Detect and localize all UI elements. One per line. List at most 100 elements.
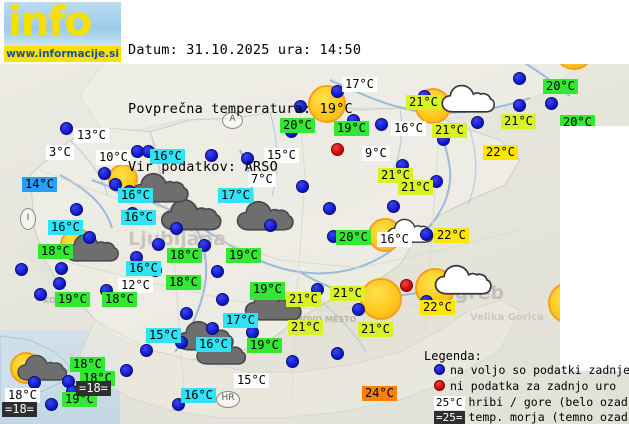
temperature-label: 21°C bbox=[406, 95, 441, 110]
logo-wordmark: info bbox=[8, 2, 92, 45]
legend-blue-dot-icon bbox=[434, 364, 445, 375]
temperature-label: 19°C bbox=[55, 292, 90, 307]
temperature-label: 14°C bbox=[22, 177, 57, 192]
station-dot-available[interactable] bbox=[387, 200, 400, 213]
temperature-label: 7°C bbox=[248, 172, 276, 187]
temperature-label: 19°C bbox=[247, 338, 282, 353]
temperature-label: 24°C bbox=[362, 386, 397, 401]
station-dot-available[interactable] bbox=[211, 265, 224, 278]
station-dot-available[interactable] bbox=[170, 222, 183, 235]
legend-row-text: ni podatka za zadnjo uro bbox=[450, 379, 617, 393]
header-average-temp-line: Povprečna temperatura: 19°C bbox=[128, 100, 353, 117]
legend-mountain-chip: 25°C bbox=[434, 396, 465, 410]
station-dot-available[interactable] bbox=[375, 118, 388, 131]
station-dot-available[interactable] bbox=[98, 167, 111, 180]
grey-cloud-icon bbox=[236, 200, 294, 236]
temperature-label: 10°C bbox=[96, 150, 131, 165]
temperature-label: 21°C bbox=[330, 286, 365, 301]
temperature-label: 18°C bbox=[5, 388, 40, 403]
temperature-label: 22°C bbox=[483, 145, 518, 160]
station-dot-available[interactable] bbox=[109, 178, 122, 191]
country-code-badge: I bbox=[20, 208, 36, 230]
temperature-label: 17°C bbox=[342, 77, 377, 92]
header-bar: info www.informacije.si Datum: 31.10.202… bbox=[0, 0, 629, 175]
temperature-label: 16°C bbox=[48, 220, 83, 235]
temperature-label: 18°C bbox=[167, 248, 202, 263]
legend-row-text: na voljo so podatki zadnje ure bbox=[450, 363, 629, 377]
station-dot-available[interactable] bbox=[140, 344, 153, 357]
temperature-label: 21°C bbox=[358, 322, 393, 337]
header-date-line: Datum: 31.10.2025 ura: 14:50 bbox=[128, 42, 362, 58]
station-dot-available[interactable] bbox=[545, 97, 558, 110]
country-code-badge: HR bbox=[216, 391, 240, 408]
temperature-label: 12°C bbox=[118, 278, 153, 293]
station-dot-available[interactable] bbox=[206, 322, 219, 335]
temperature-label: 15°C bbox=[146, 328, 181, 343]
station-dot-available[interactable] bbox=[120, 364, 133, 377]
station-dot-available[interactable] bbox=[296, 180, 309, 193]
station-dot-available[interactable] bbox=[34, 288, 47, 301]
temperature-label: 16°C bbox=[196, 337, 231, 352]
grey-cloud-icon bbox=[16, 354, 68, 386]
station-dot-available[interactable] bbox=[205, 149, 218, 162]
country-code-badge: A bbox=[222, 112, 243, 129]
temperature-label: 15°C bbox=[264, 148, 299, 163]
temperature-label: 22°C bbox=[420, 300, 455, 315]
station-dot-available[interactable] bbox=[60, 122, 73, 135]
station-dot-available[interactable] bbox=[264, 219, 277, 232]
temperature-label: 18°C bbox=[102, 292, 137, 307]
station-dot-available[interactable] bbox=[152, 238, 165, 251]
temperature-label: 21°C bbox=[378, 168, 413, 183]
temperature-label: 20°C bbox=[280, 118, 315, 133]
sea-temperature-label: =18= bbox=[76, 381, 111, 396]
temperature-label: 21°C bbox=[398, 180, 433, 195]
station-dot-available[interactable] bbox=[471, 116, 484, 129]
station-dot-available[interactable] bbox=[180, 307, 193, 320]
sun-icon bbox=[360, 278, 402, 320]
station-dot-available[interactable] bbox=[352, 303, 365, 316]
info-logo[interactable]: info www.informacije.si bbox=[4, 2, 121, 62]
color-scale-panel: Odstopanje od povprečne temperature: 8°C… bbox=[560, 126, 629, 371]
legend-row: ni podatka za zadnjo uro bbox=[434, 379, 616, 394]
temperature-label: 19°C bbox=[226, 248, 261, 263]
station-dot-available[interactable] bbox=[294, 100, 307, 113]
temperature-label: 18°C bbox=[38, 244, 73, 259]
header-info-text: Datum: 31.10.2025 ura: 14:50 Povprečna t… bbox=[128, 2, 361, 217]
station-dot-available[interactable] bbox=[15, 263, 28, 276]
legend-row: =25=temp. morja (temno ozadje) bbox=[434, 410, 629, 424]
legend-panel: Legenda: na voljo so podatki zadnje ure n… bbox=[424, 349, 629, 424]
temperature-label: 17°C bbox=[218, 188, 253, 203]
station-dot-available[interactable] bbox=[513, 72, 526, 85]
station-dot-available[interactable] bbox=[513, 99, 526, 112]
temperature-label: 21°C bbox=[501, 114, 536, 129]
station-dot-available[interactable] bbox=[286, 355, 299, 368]
temperature-label: 21°C bbox=[288, 320, 323, 335]
station-dot-available[interactable] bbox=[83, 231, 96, 244]
station-dot-available[interactable] bbox=[331, 347, 344, 360]
temperature-label: 9°C bbox=[362, 146, 390, 161]
header-source-line: Vir podatkov: ARSO bbox=[128, 159, 278, 175]
station-dot-no-data[interactable] bbox=[331, 143, 344, 156]
temperature-label: 19°C bbox=[250, 282, 285, 297]
station-dot-available[interactable] bbox=[53, 277, 66, 290]
station-dot-available[interactable] bbox=[70, 203, 83, 216]
temperature-label: 18°C bbox=[166, 275, 201, 290]
temperature-label: 15°C bbox=[234, 373, 269, 388]
station-dot-available[interactable] bbox=[323, 202, 336, 215]
temperature-label: 18°C bbox=[70, 357, 105, 372]
station-dot-available[interactable] bbox=[420, 228, 433, 241]
temperature-label: 21°C bbox=[432, 123, 467, 138]
station-dot-no-data[interactable] bbox=[400, 279, 413, 292]
temperature-label: 20°C bbox=[543, 79, 578, 94]
station-dot-available[interactable] bbox=[55, 262, 68, 275]
temperature-label: 16°C bbox=[391, 121, 426, 136]
legend-red-dot-icon bbox=[434, 380, 445, 391]
temperature-label: 16°C bbox=[121, 210, 156, 225]
temperature-label: 21°C bbox=[286, 292, 321, 307]
station-dot-available[interactable] bbox=[45, 398, 58, 411]
station-dot-available[interactable] bbox=[216, 293, 229, 306]
station-dot-available[interactable] bbox=[241, 152, 254, 165]
temperature-label: 3°C bbox=[46, 145, 74, 160]
legend-row-text: temp. morja (temno ozadje) bbox=[468, 410, 629, 424]
